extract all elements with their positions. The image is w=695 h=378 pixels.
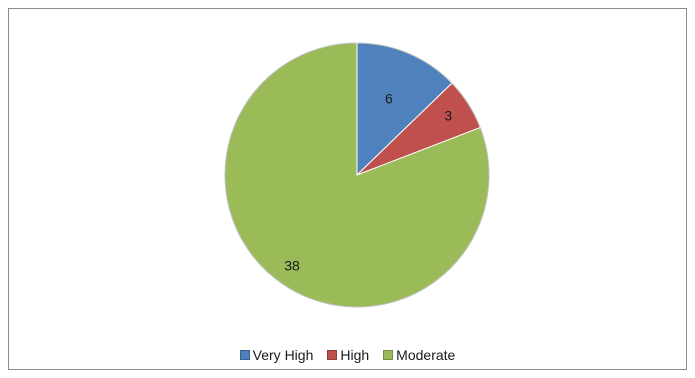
data-label-very-high: 6 xyxy=(385,90,393,106)
pie-slice-edge-moderate xyxy=(224,42,490,308)
pie-slice-edge-high xyxy=(451,82,481,128)
legend-label-moderate: Moderate xyxy=(396,347,456,363)
legend-swatch-moderate xyxy=(383,350,394,360)
pie-slices xyxy=(224,42,490,308)
legend: Very High High Moderate xyxy=(0,347,695,363)
pie-slice-very-high xyxy=(356,42,453,177)
legend-swatch-high xyxy=(327,350,338,360)
legend-item-high: High xyxy=(327,347,369,363)
pie-slice-edge-very-high xyxy=(356,42,453,84)
legend-swatch-very-high xyxy=(239,350,250,360)
pie-slice-moderate xyxy=(224,42,490,308)
data-label-moderate: 38 xyxy=(284,258,300,274)
legend-label-very-high: Very High xyxy=(252,347,314,363)
data-label-high: 3 xyxy=(444,107,452,123)
legend-item-moderate: Moderate xyxy=(383,347,455,363)
legend-label-high: High xyxy=(340,347,370,363)
legend-item-very-high: Very High xyxy=(239,347,314,363)
data-labels: 6 3 38 xyxy=(284,90,452,273)
